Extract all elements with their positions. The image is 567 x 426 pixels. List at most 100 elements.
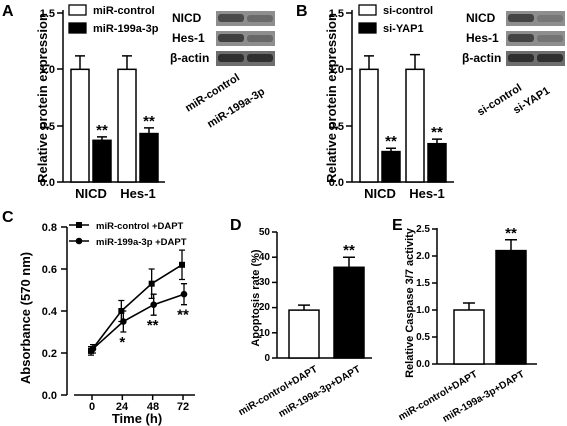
panel-b-blot-nicd-lane-0: [508, 14, 534, 22]
panel-e-bar-control: [453, 309, 485, 365]
panel-c-xticklabel-2: 48: [147, 401, 159, 413]
panel-a-blot-row-0: NICD: [172, 11, 202, 25]
panel-a-sig-nicd: **: [96, 122, 108, 139]
panel-d-bar-treated: [333, 266, 365, 359]
panel-b-blot-row-1: Hes-1: [466, 31, 499, 45]
panel-c-sig-24: *: [119, 334, 125, 351]
panel-d-yticklabel-4: 40: [259, 252, 271, 263]
panel-c-ylabel: Absorbance (570 nm): [18, 252, 33, 384]
panel-c-yticklabel-0: 0.0: [42, 390, 57, 402]
panel-a-yticklabel-0: 0.0: [40, 177, 55, 189]
panel-b-bar-control-nicd: [359, 68, 379, 183]
panel-c-point-treated-0: [89, 345, 97, 353]
panel-a-legend-label-0: miR-control: [93, 5, 155, 17]
panel-b-legend-swatch-0: [358, 4, 377, 16]
panel-a-err-control-nicd: [75, 55, 85, 70]
panel-b-western-blot: NICD Hes-1 β-actin si-control si-YAP1: [462, 11, 565, 119]
panel-a-letter: A: [2, 3, 14, 20]
panel-a-err-control-hes1: [122, 55, 132, 70]
panel-d-yticks: [272, 231, 277, 359]
panel-b-bar-treated-nicd: [381, 150, 401, 183]
panel-c-legend-label-1: miR-199a-3p +DAPT: [96, 237, 187, 248]
panel-c-series-1: [89, 283, 188, 354]
panel-d-sig: **: [343, 242, 355, 259]
panel-a-blot-nicd-lane-0: [218, 14, 244, 22]
panel-c-yticklabel-1: 0.2: [42, 348, 57, 360]
panel-b-blot-row-2: β-actin: [462, 51, 501, 65]
panel-a-yticklabel-3: 1.5: [40, 8, 55, 20]
panel-b-sig-hes1: **: [431, 124, 443, 141]
panel-b-blot-actin-lane-0: [508, 54, 534, 62]
panel-a-bar-control-hes1: [117, 68, 137, 183]
panel-b-blot-nicd-lane-1: [537, 15, 563, 22]
panel-a-ylabel: Relative protein expression: [35, 13, 50, 183]
panel-d-yticklabel-0: 0: [264, 353, 270, 364]
panel-a-bar-control-nicd: [70, 68, 90, 183]
panel-e-err-treated: [505, 239, 517, 251]
panel-e-ylabel: Relative Caspase 3/7 activity: [404, 227, 416, 378]
panel-a-bars: [70, 55, 159, 183]
panel-b-cat-1: Hes-1: [409, 186, 444, 201]
panel-b-blot-row-0: NICD: [466, 11, 496, 25]
panel-e-cat-1: miR-199a-3p+DAPT: [441, 369, 527, 425]
panel-e-yticklabel-0: 0.0: [416, 359, 430, 370]
panel-a-blot-actin-lane-0: [218, 54, 244, 62]
panel-c-legend-marker-1: [75, 237, 83, 245]
panel-d-yticklabel-3: 30: [259, 277, 271, 288]
panel-b-legend: si-control si-YAP1: [358, 4, 433, 35]
panel-b: B Relative protein expression 0.0 0.5 1.…: [296, 3, 565, 201]
panel-e-letter: E: [392, 217, 403, 234]
panel-b-yticklabel-1: 0.5: [329, 121, 344, 133]
panel-d-letter: D: [230, 217, 242, 234]
panel-e-yticklabel-1: 0.5: [416, 332, 430, 343]
panel-e-yticklabel-5: 2.5: [416, 224, 430, 235]
panel-d-cat-1: miR-199a-3p+DAPT: [277, 364, 363, 420]
panel-a-err-treated-nicd: [97, 136, 107, 141]
panel-c-xticklabel-1: 24: [116, 401, 129, 413]
panel-a-yticklabel-2: 1.0: [40, 64, 55, 76]
panel-a: A Relative protein expression 0.0 0.5 1.…: [2, 3, 275, 201]
panel-a-bar-treated-nicd: [92, 139, 112, 183]
panel-c-point-control-2: [148, 280, 155, 287]
panel-d-err-control: [298, 304, 310, 311]
panel-d-bar-control: [288, 309, 320, 359]
panel-d-yticklabel-1: 10: [259, 328, 271, 339]
panel-e-bar-treated: [495, 249, 527, 365]
panel-a-legend: miR-control miR-199a-3p: [68, 4, 159, 35]
panel-a-err-treated-hes1: [144, 127, 154, 134]
panel-b-legend-swatch-1: [358, 22, 377, 34]
panel-d-ylabel: Apoptosis rate (%): [250, 249, 262, 347]
panel-c-yticklabel-4: 0.8: [42, 222, 57, 234]
panel-c-sig-48: **: [147, 317, 159, 334]
panel-c-point-treated-2: [150, 301, 157, 309]
panel-c-line-control: [90, 264, 183, 352]
panel-b-yticklabel-2: 1.0: [329, 64, 344, 76]
panel-c-point-treated-1: [120, 318, 127, 325]
panel-c-xticklabel-3: 72: [177, 401, 189, 413]
panel-c-legend-marker-0: [76, 222, 82, 228]
panel-b-yticklabel-3: 1.5: [329, 8, 344, 20]
panel-b-legend-label-0: si-control: [383, 5, 433, 17]
panel-a-bar-treated-hes1: [139, 132, 159, 183]
panel-a-legend-label-1: miR-199a-3p: [93, 23, 159, 35]
panel-a-cat-0: NICD: [75, 186, 107, 201]
panel-c-yticklabel-2: 0.4: [42, 306, 58, 318]
panel-a-legend-swatch-0: [68, 4, 87, 16]
panel-b-legend-label-1: si-YAP1: [383, 23, 424, 35]
panel-b-sig-nicd: **: [385, 133, 397, 150]
panel-a-blot-row-1: Hes-1: [172, 31, 205, 45]
panel-c-point-control-3: [179, 261, 185, 268]
panel-b-blot-hes1-lane-1: [537, 35, 563, 42]
panel-b-yticklabel-0: 0.0: [329, 177, 344, 189]
panel-b-err-control-hes1: [410, 53, 420, 70]
panel-a-western-blot: NICD Hes-1 β-actin miR-control miR-199a-…: [170, 11, 275, 131]
panel-b-ylabel: Relative protein expression: [324, 13, 339, 183]
panel-b-err-control-nicd: [364, 55, 374, 70]
panel-c-xticks: [91, 395, 184, 400]
panel-a-blot-row-2: β-actin: [170, 51, 209, 65]
panel-a-blot-hes1-lane-0: [218, 34, 244, 42]
panel-c-sig-72: **: [177, 307, 189, 324]
panel-e-yticklabel-3: 1.5: [416, 278, 430, 289]
panel-c-xticklabel-0: 0: [89, 401, 95, 413]
panel-b-bars: [359, 53, 447, 183]
